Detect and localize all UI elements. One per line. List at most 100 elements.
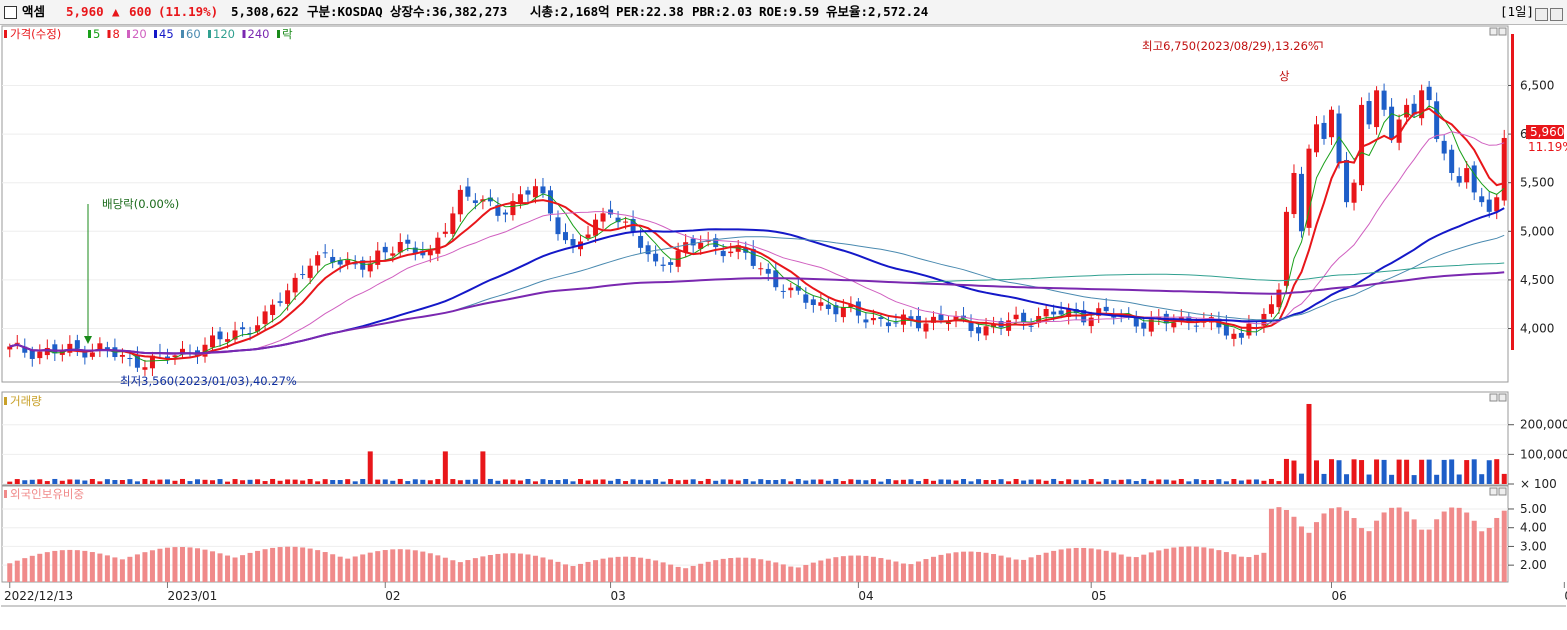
volume-bar [345,479,351,484]
candle-body [262,311,268,324]
foreign-tick-label: 3.00 [1520,539,1547,553]
panel-restore-icon [1489,27,1498,36]
candle-body [946,322,952,325]
foreign-ratio-panel[interactable] [7,507,1507,582]
volume-bar [7,481,13,484]
foreign-ratio-bar [330,554,336,582]
volume-bar [495,480,501,484]
dividend-annotation: 배당락(0.00%) [102,197,179,211]
foreign-ratio-bar [1178,546,1184,582]
candle-body [765,268,771,274]
close-icon[interactable] [1550,8,1563,21]
volume-bar [968,481,974,484]
volume-bar [1351,459,1357,484]
candle-body [1396,119,1402,143]
volume-bar [1223,481,1229,484]
select-checkbox[interactable] [4,6,17,19]
foreign-ratio-bar [67,549,73,582]
foreign-ratio-bar [540,557,546,582]
x-tick-label: 07 [1564,589,1567,603]
foreign-ratio-bar [480,556,486,582]
volume-bar [1456,474,1462,484]
volume-bar [825,480,831,484]
candle-body [1419,90,1425,119]
candle-body [360,260,366,270]
volume-panel[interactable] [7,403,1507,484]
volume-bar [322,479,328,484]
candle-body [893,322,899,324]
volume-bar [1246,479,1252,484]
candle-body [322,252,328,254]
volume-bar [22,480,28,484]
foreign-ratio-bar [1321,513,1327,582]
volume-bar [1434,474,1440,484]
stock-chart[interactable]: 6,5006,0005,5005,0004,5004,000200,000100… [0,24,1567,630]
foreign-ratio-bar [149,550,155,582]
candle-body [930,316,936,323]
price-change-pct: (11.19%) [158,4,219,19]
foreign-ratio-bar [405,549,411,582]
volume-bar [1313,460,1319,484]
price-panel[interactable] [7,41,1507,377]
candle-body [1366,101,1372,125]
candle-body [720,250,726,257]
candle-body [412,247,418,254]
foreign-ratio-bar [1253,554,1259,582]
volume-bar [720,479,726,484]
foreign-ratio-bar [89,552,95,582]
candle-body [1058,310,1064,315]
volume-bar [1389,474,1395,484]
foreign-ratio-bar [961,551,967,582]
volume-bar [82,480,88,484]
candle-body [1171,322,1177,328]
foreign-ratio-bar [22,558,28,582]
candle-body [803,294,809,303]
minimize-icon[interactable] [1535,8,1548,21]
foreign-ratio-bar [52,550,58,582]
candle-body [255,325,261,332]
foreign-ratio-bar [375,551,381,582]
stock-name[interactable]: 액셈 [22,4,46,19]
volume-bar [961,478,967,484]
volume-bar [1103,479,1109,484]
candle-body [1223,323,1229,336]
foreign-ratio-bar [923,559,929,582]
candle-body [1096,308,1102,316]
foreign-ratio-bar [705,561,711,582]
volume-legend-title: 거래량 [10,394,42,408]
foreign-ratio-bar [803,564,809,582]
foreign-ratio-bar [1464,512,1470,582]
candle-body [585,234,591,238]
candle-body [1291,172,1297,215]
volume-bar [330,480,336,484]
foreign-ratio-bar [645,558,651,582]
volume-bar [172,480,178,484]
volume-bar [134,481,140,484]
foreign-tick-label: 4.00 [1520,521,1547,535]
foreign-ratio-bar [1006,557,1012,582]
candle-body [390,253,396,256]
foreign-ratio-bar [1329,508,1335,582]
x-tick-label: 2023/01 [167,589,217,603]
foreign-ratio-bar [119,559,125,582]
foreign-ratio-bar [1193,546,1199,582]
candle-body [142,367,148,370]
foreign-ratio-bar [397,549,403,582]
foreign-ratio-bar [1291,516,1297,582]
candle-body [74,340,80,349]
foreign-ratio-bar [37,553,43,582]
period-button[interactable]: [1일] [1500,4,1535,19]
change-arrow-icon: ▲ [112,4,120,19]
foreign-ratio-bar [1449,507,1455,582]
candle-body [472,200,478,204]
volume-tick-label: × 100 [1520,477,1557,491]
foreign-ratio-bar [1381,512,1387,582]
volume-bar [1396,459,1402,484]
foreign-ratio-bar [698,563,704,582]
foreign-ratio-bar [675,566,681,582]
candle-body [247,332,253,334]
foreign-ratio-bar [44,552,50,582]
volume-bar [427,480,433,484]
foreign-ratio-bar [885,559,891,582]
legend-marker-icon [4,490,7,498]
